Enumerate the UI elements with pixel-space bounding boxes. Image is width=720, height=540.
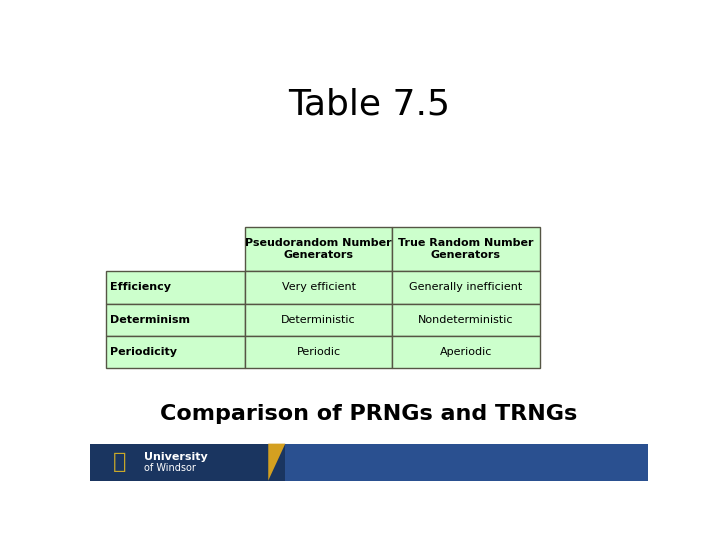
Bar [106, 303, 245, 336]
Bar [245, 271, 392, 303]
Bar [90, 444, 648, 481]
Bar [245, 226, 392, 271]
Bar [285, 444, 648, 481]
Text: Comparison of PRNGs and TRNGs: Comparison of PRNGs and TRNGs [161, 404, 577, 424]
Text: Table 7.5: Table 7.5 [288, 88, 450, 122]
Bar [392, 336, 539, 368]
Bar [245, 303, 392, 336]
Polygon shape [269, 444, 285, 481]
Bar [106, 336, 245, 368]
Text: Periodic: Periodic [297, 347, 341, 357]
Text: Periodicity: Periodicity [110, 347, 177, 357]
Text: of Windsor: of Windsor [144, 463, 196, 472]
Text: Very efficient: Very efficient [282, 282, 356, 292]
Bar [392, 226, 539, 271]
Bar [106, 271, 245, 303]
Text: Efficiency: Efficiency [110, 282, 171, 292]
Bar [245, 336, 392, 368]
Text: Generally inefficient: Generally inefficient [409, 282, 523, 292]
Text: True Random Number
Generators: True Random Number Generators [398, 238, 534, 260]
Bar [392, 271, 539, 303]
Text: 🛡: 🛡 [113, 452, 126, 472]
Text: Pseudorandom Number
Generators: Pseudorandom Number Generators [246, 238, 392, 260]
Text: Determinism: Determinism [110, 315, 190, 325]
Text: University: University [144, 451, 208, 462]
Text: Nondeterministic: Nondeterministic [418, 315, 513, 325]
Text: Deterministic: Deterministic [282, 315, 356, 325]
Bar [392, 303, 539, 336]
Text: Aperiodic: Aperiodic [440, 347, 492, 357]
